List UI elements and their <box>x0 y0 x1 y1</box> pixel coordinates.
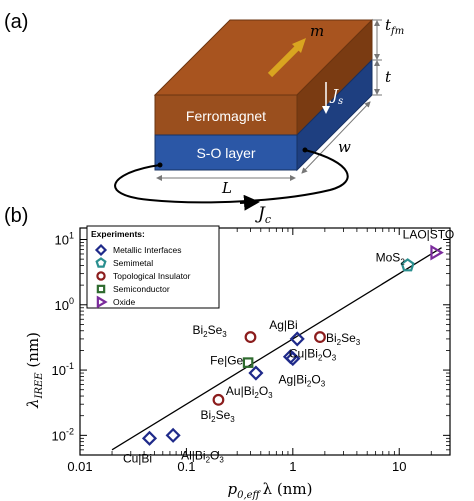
legend-label: Semimetal <box>113 258 153 268</box>
x-tick-label: 0.1 <box>177 459 195 474</box>
point-label: Cu|Bi2O3 <box>289 347 337 363</box>
t-label: t <box>385 68 392 86</box>
w-label: w <box>338 138 351 156</box>
legend-items: Metallic Interfaces Semimetal Topological … <box>94 243 191 309</box>
l-label: L <box>221 179 232 197</box>
point-label: Fe|Ge <box>210 354 243 368</box>
data-point <box>400 258 415 272</box>
ferromagnet-label: Ferromagnet <box>186 108 266 124</box>
fit-line <box>111 247 442 451</box>
y-tick-label: 10-2 <box>52 426 74 443</box>
so-layer-label: S-O layer <box>196 145 255 161</box>
point-label: Bi2Se3 <box>192 323 227 339</box>
legend-label: Semiconductor <box>113 284 170 294</box>
legend-box <box>86 225 220 309</box>
jc-contact-left <box>157 162 163 168</box>
data-point <box>165 427 181 443</box>
point-label: Bi2Se3 <box>326 331 361 347</box>
point-label: Cu|Bi <box>123 451 152 465</box>
panel-a-label: (a) <box>4 11 28 33</box>
data-point <box>244 331 257 343</box>
plot-frame <box>79 227 451 456</box>
point-label: MoS2 <box>376 250 406 266</box>
y-axis-label: λIREE (nm) <box>24 332 45 409</box>
legend: Experiments: Metallic Interfaces Semimeta… <box>86 225 220 309</box>
data-point <box>248 365 264 381</box>
data-point <box>430 244 444 261</box>
so-layer-front-face <box>154 134 298 171</box>
x-tick-label: 0.01 <box>67 459 92 474</box>
legend-marker-circle <box>96 271 106 281</box>
panel-b-label: (b) <box>4 205 28 227</box>
x-tick-label: 10 <box>392 459 406 474</box>
data-point <box>141 430 158 446</box>
legend-label: Topological Insulator <box>113 271 191 281</box>
data-point <box>289 331 305 347</box>
legend-label: Metallic Interfaces <box>113 245 182 255</box>
point-label: Au|Bi2O3 <box>226 384 273 400</box>
magnetization-arrow <box>267 38 306 78</box>
point-label: Al|Bi2O3 <box>181 448 224 464</box>
jc-contact-right <box>302 147 308 153</box>
legend-marker-square <box>96 284 106 294</box>
jc-label: Jc <box>255 204 271 226</box>
plot-area: 0.01 0.1 1 10 10-2 10-1 100 101 Cu|Bi Al|Bi2O3 Au|… <box>52 227 455 474</box>
x-tick-label: 1 <box>289 459 296 474</box>
legend-title: Experiments: <box>91 229 145 239</box>
legend-marker-diamond <box>94 243 108 257</box>
dimension-lines <box>156 19 382 181</box>
data-point <box>212 393 225 406</box>
y-tick-label: 100 <box>55 296 74 313</box>
legend-label: Oxide <box>113 297 135 307</box>
data-point <box>314 331 326 343</box>
legend-marker-triangle <box>96 295 108 309</box>
point-label: Bi2Se3 <box>200 408 235 424</box>
legend-marker-pentagon <box>95 257 107 268</box>
y-tick-label: 101 <box>55 230 74 247</box>
panel-a: (a) Ferromagnet S-O layer m Js <box>4 11 404 226</box>
panel-b: (b) 0.01 0.1 1 10 10-2 10-1 100 101 Cu|Bi Al|Bi2O… <box>4 205 454 501</box>
jc-loop <box>114 149 349 204</box>
data-point <box>242 357 254 368</box>
m-label: m <box>310 22 324 40</box>
y-tick-label: 10-1 <box>52 361 74 378</box>
point-label: LAO|STO <box>403 228 455 242</box>
point-label: Ag|Bi2O3 <box>278 373 325 389</box>
x-axis-label: p0,eff λ (nm) <box>227 480 312 501</box>
jc-direction-arrow <box>239 194 260 211</box>
data-point <box>285 351 301 367</box>
tfm-label: tfm <box>385 16 404 37</box>
point-label: Ag|Bi <box>269 318 297 332</box>
